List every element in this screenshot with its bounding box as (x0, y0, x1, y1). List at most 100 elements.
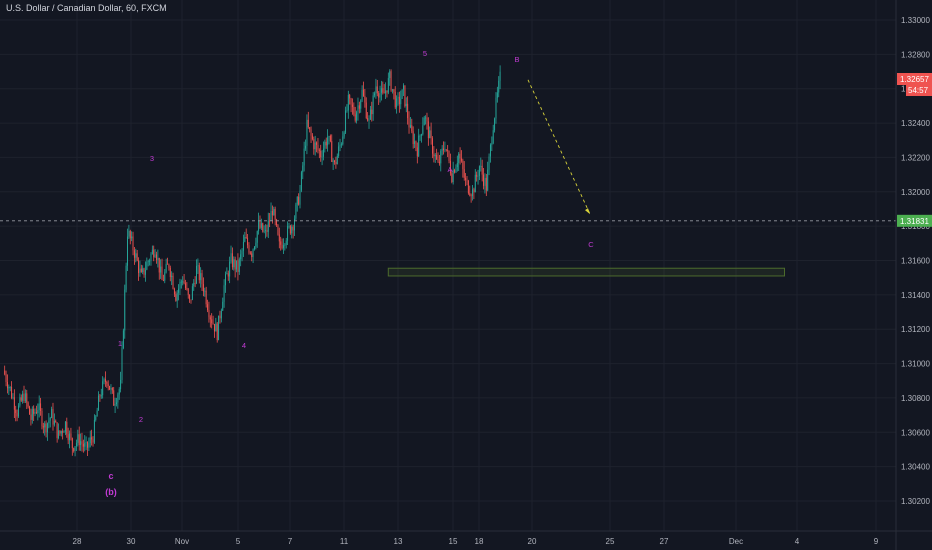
candle-body (22, 393, 24, 401)
candle-body (115, 402, 117, 405)
wave-label: A (447, 165, 452, 174)
candle-body (288, 225, 290, 227)
candle-body (122, 330, 124, 349)
candle-body (478, 166, 480, 176)
candle-body (305, 145, 307, 149)
candle-body (157, 257, 159, 260)
candle-body (411, 125, 413, 132)
candle-body (270, 210, 272, 221)
candle-body (340, 144, 342, 146)
candle-body (77, 434, 79, 443)
candle-body (49, 417, 51, 421)
x-tick-label: 9 (874, 537, 879, 546)
candle-body (449, 160, 451, 174)
candle-body (285, 240, 287, 245)
candle-body (412, 131, 414, 144)
candle-body (460, 158, 462, 161)
candle-body (316, 142, 318, 145)
candle-body (216, 323, 218, 341)
candle-body (317, 144, 319, 150)
candle-body (60, 431, 62, 434)
candle-body (455, 167, 457, 173)
y-tick-label: 1.32200 (901, 153, 930, 162)
candle-body (334, 160, 335, 163)
candle-body (198, 265, 200, 281)
candle-body (390, 71, 392, 91)
candle-body (5, 374, 7, 382)
candle-body (223, 285, 225, 302)
candle-body (445, 149, 447, 151)
candle-body (194, 282, 196, 284)
candle-body (200, 273, 202, 281)
x-tick-label: 28 (73, 537, 82, 546)
candle-body (387, 78, 389, 93)
candle-body (182, 281, 184, 283)
time-axis[interactable]: 28 30 Nov 5 7 11 13 15 18 20 25 27 Dec 4 9 (73, 537, 879, 546)
candle-body (469, 193, 471, 196)
candle-body (483, 174, 485, 186)
candle-body (132, 236, 134, 251)
candle-body (173, 288, 175, 295)
candle-body (234, 259, 236, 270)
candle-body (211, 319, 213, 323)
candle-body (85, 441, 87, 443)
candle-body (226, 273, 228, 275)
candle-body (154, 254, 156, 258)
candle-body (249, 252, 251, 254)
candle-body (128, 230, 130, 237)
x-tick-label: 15 (449, 537, 458, 546)
candle-body (314, 142, 316, 150)
candle-body (420, 134, 422, 136)
candle-body (331, 141, 333, 162)
candle-body (135, 253, 137, 258)
candle-body (258, 220, 260, 232)
candle-body (393, 89, 395, 92)
candle-body (29, 406, 31, 415)
x-tick-label: 13 (394, 537, 403, 546)
candle-body (161, 266, 163, 281)
candle-body (345, 110, 347, 133)
candle-body (205, 290, 207, 305)
price-tags: 1.31831 1.32657 54:57 (897, 73, 932, 227)
candle-body (276, 219, 278, 226)
candle-body (4, 370, 6, 375)
x-tick-label: 5 (236, 537, 241, 546)
candle-body (466, 180, 468, 181)
candle-body (186, 288, 188, 289)
candle-body (42, 426, 44, 428)
candle-body (357, 105, 359, 113)
candle-body (422, 125, 424, 135)
candle-body (133, 250, 135, 258)
candle-body (12, 397, 14, 399)
candle-body (82, 443, 84, 447)
candle-body (167, 263, 169, 265)
candle-body (151, 249, 153, 254)
candle-body (55, 420, 57, 423)
candle-body (408, 118, 410, 128)
candle-body (209, 317, 211, 320)
candle-body (358, 105, 360, 109)
candle-body (322, 148, 324, 157)
candle-body (158, 257, 160, 273)
candle-body (436, 155, 438, 160)
candle-body (106, 382, 108, 384)
candle-body (131, 236, 133, 239)
wave-label: 4 (242, 341, 246, 350)
candle-body (111, 388, 113, 391)
candle-body (429, 130, 431, 139)
candle-body (193, 282, 195, 287)
candle-body (129, 230, 131, 239)
candle-body (491, 143, 493, 145)
candle-body (415, 141, 417, 148)
candle-body (114, 404, 116, 406)
candle-body (241, 250, 243, 255)
candle-body (327, 137, 329, 146)
candle-body (339, 144, 341, 147)
wave-label: C (588, 240, 594, 249)
candle-body (41, 410, 43, 427)
candle-body (103, 379, 105, 382)
candle-body (454, 170, 456, 173)
candle-body (369, 109, 371, 120)
